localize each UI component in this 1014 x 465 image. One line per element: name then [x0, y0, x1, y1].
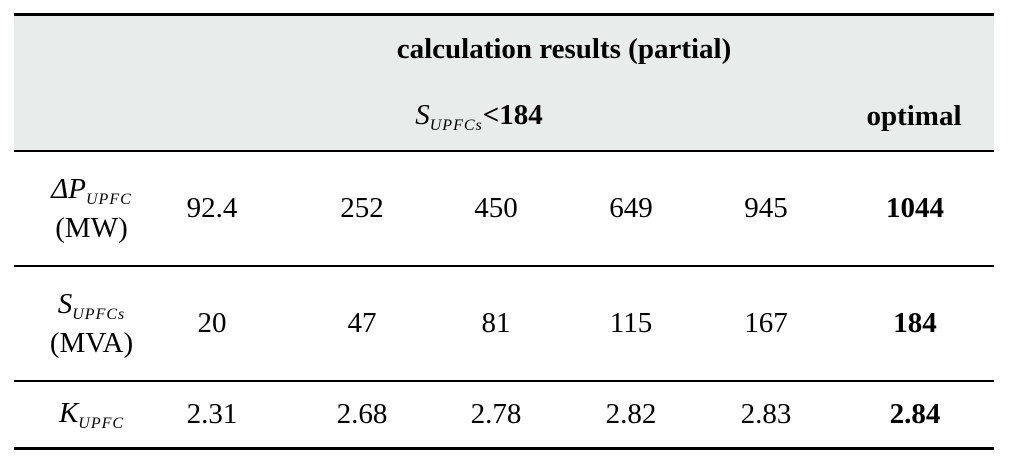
- table-title: calculation results (partial): [396, 33, 732, 66]
- row-label-delta-p: ΔPUPFC (MW): [14, 152, 169, 265]
- table-cell: 81: [481, 306, 511, 339]
- table-cell: 2.83: [740, 397, 792, 430]
- row-symbol: K: [58, 397, 79, 429]
- row-label-k-upfc: KUPFC: [14, 382, 169, 447]
- row-subscript: UPFC: [78, 415, 125, 432]
- optimal-cell: 2.84: [889, 397, 941, 430]
- table-cell: 2.31: [186, 397, 238, 430]
- optimal-cell: 1044: [886, 191, 944, 224]
- table-cell: 20: [197, 306, 227, 339]
- table-cell: 649: [609, 191, 653, 224]
- constraint-subscript: UPFCs: [429, 116, 483, 134]
- constraint-header: SUPFCs<184: [314, 95, 644, 139]
- row-subscript: UPFC: [85, 190, 132, 208]
- top-rule: [14, 13, 994, 16]
- table-cell: 115: [609, 306, 653, 339]
- table-cell: 167: [744, 306, 788, 339]
- row-symbol: ΔP: [51, 172, 86, 205]
- table-cell: 2.82: [605, 397, 657, 430]
- row-unit: (MW): [55, 211, 128, 244]
- row-label-s-upfcs: SUPFCs (MVA): [14, 267, 169, 380]
- row-divider: [14, 380, 994, 382]
- row-symbol: S: [57, 287, 73, 320]
- table-cell: 2.78: [470, 397, 522, 430]
- table-cell: 450: [474, 191, 518, 224]
- row-unit: (MVA): [49, 326, 134, 359]
- constraint-relation: <184: [482, 98, 543, 131]
- bottom-rule: [14, 447, 994, 450]
- table-cell: 92.4: [186, 191, 238, 224]
- table-cell: 2.68: [336, 397, 388, 430]
- table-cell: 252: [340, 191, 384, 224]
- header-rule: [14, 150, 994, 152]
- results-table: calculation results (partial) SUPFCs<184…: [14, 13, 994, 450]
- constraint-symbol: S: [415, 98, 430, 131]
- optimal-cell: 184: [893, 306, 937, 339]
- optimal-header: optimal: [866, 100, 962, 133]
- row-divider: [14, 265, 994, 267]
- table-cell: 945: [744, 191, 788, 224]
- table-cell: 47: [347, 306, 377, 339]
- row-subscript: UPFCs: [72, 305, 126, 323]
- table-header-background: [14, 13, 994, 151]
